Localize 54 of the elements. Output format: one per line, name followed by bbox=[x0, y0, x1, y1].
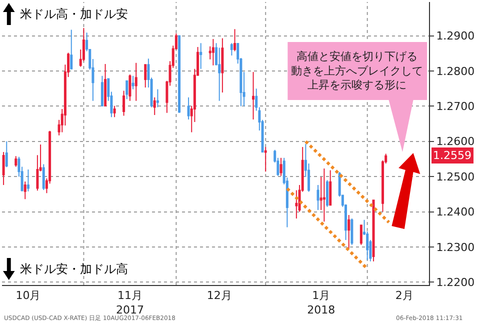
candlestick bbox=[144, 64, 147, 88]
y-tick-label: 1.2400 bbox=[436, 206, 475, 219]
y-tick-label: 1.2600 bbox=[436, 135, 475, 148]
candlestick bbox=[218, 47, 221, 102]
candlestick bbox=[132, 75, 134, 90]
candlestick bbox=[234, 28, 236, 52]
candlestick bbox=[134, 62, 138, 102]
y-tick-label: 1.2700 bbox=[436, 100, 475, 114]
y-tick-label: 1.2300 bbox=[436, 240, 475, 254]
annotation: 高値と安値を切り下げる動きを上方へブレイクして上昇を示唆する形に bbox=[291, 50, 423, 92]
annotation: 米ドル安・加ドル高 bbox=[20, 262, 128, 276]
y-tick-label: 1.2500 bbox=[436, 170, 475, 184]
annotation: 1.2559 bbox=[433, 149, 472, 162]
candlestick bbox=[104, 63, 107, 106]
candlestick bbox=[42, 164, 45, 190]
x-tick-label: 2月 bbox=[395, 289, 414, 302]
annotation: 米ドル高・加ドル安 bbox=[20, 7, 128, 21]
candlestick bbox=[316, 184, 320, 211]
candlestick bbox=[200, 42, 202, 70]
candlestick bbox=[156, 88, 159, 108]
candlestick bbox=[280, 157, 282, 176]
candlestick bbox=[372, 200, 375, 262]
candlestick bbox=[322, 168, 326, 222]
candlestick bbox=[326, 180, 329, 208]
x-tick-label: 10月 bbox=[16, 289, 41, 302]
candlestick bbox=[26, 169, 30, 192]
x-tick-label: 11月 2017 bbox=[116, 289, 144, 316]
candlestick bbox=[360, 224, 362, 246]
candlestick bbox=[113, 105, 116, 118]
candlestick bbox=[230, 42, 233, 56]
candlestick bbox=[24, 181, 26, 200]
candlestick bbox=[264, 146, 267, 172]
y-tick-label: 1.2200 bbox=[436, 276, 475, 290]
candlestick bbox=[178, 35, 181, 114]
candlestick bbox=[212, 38, 214, 66]
candlestick bbox=[2, 151, 5, 186]
candlestick bbox=[5, 140, 8, 168]
candlestick bbox=[350, 218, 354, 246]
candlestick bbox=[122, 90, 126, 116]
candlestick bbox=[329, 170, 332, 206]
y-tick-label: 1.2900 bbox=[436, 30, 475, 43]
candlestick bbox=[348, 214, 350, 249]
candlestick bbox=[70, 29, 73, 70]
candlestick bbox=[126, 80, 128, 100]
x-tick-label: 1月 2018 bbox=[307, 289, 336, 316]
candlestick bbox=[252, 72, 255, 120]
candlestick bbox=[100, 75, 104, 106]
candlestick bbox=[153, 96, 156, 116]
candlestick bbox=[187, 96, 190, 120]
candlestick bbox=[14, 156, 18, 168]
x-tick-label: 12月 bbox=[206, 289, 232, 302]
candlestick bbox=[221, 38, 224, 93]
y-tick-label: 1.2800 bbox=[436, 64, 475, 78]
candlestick bbox=[128, 74, 132, 102]
